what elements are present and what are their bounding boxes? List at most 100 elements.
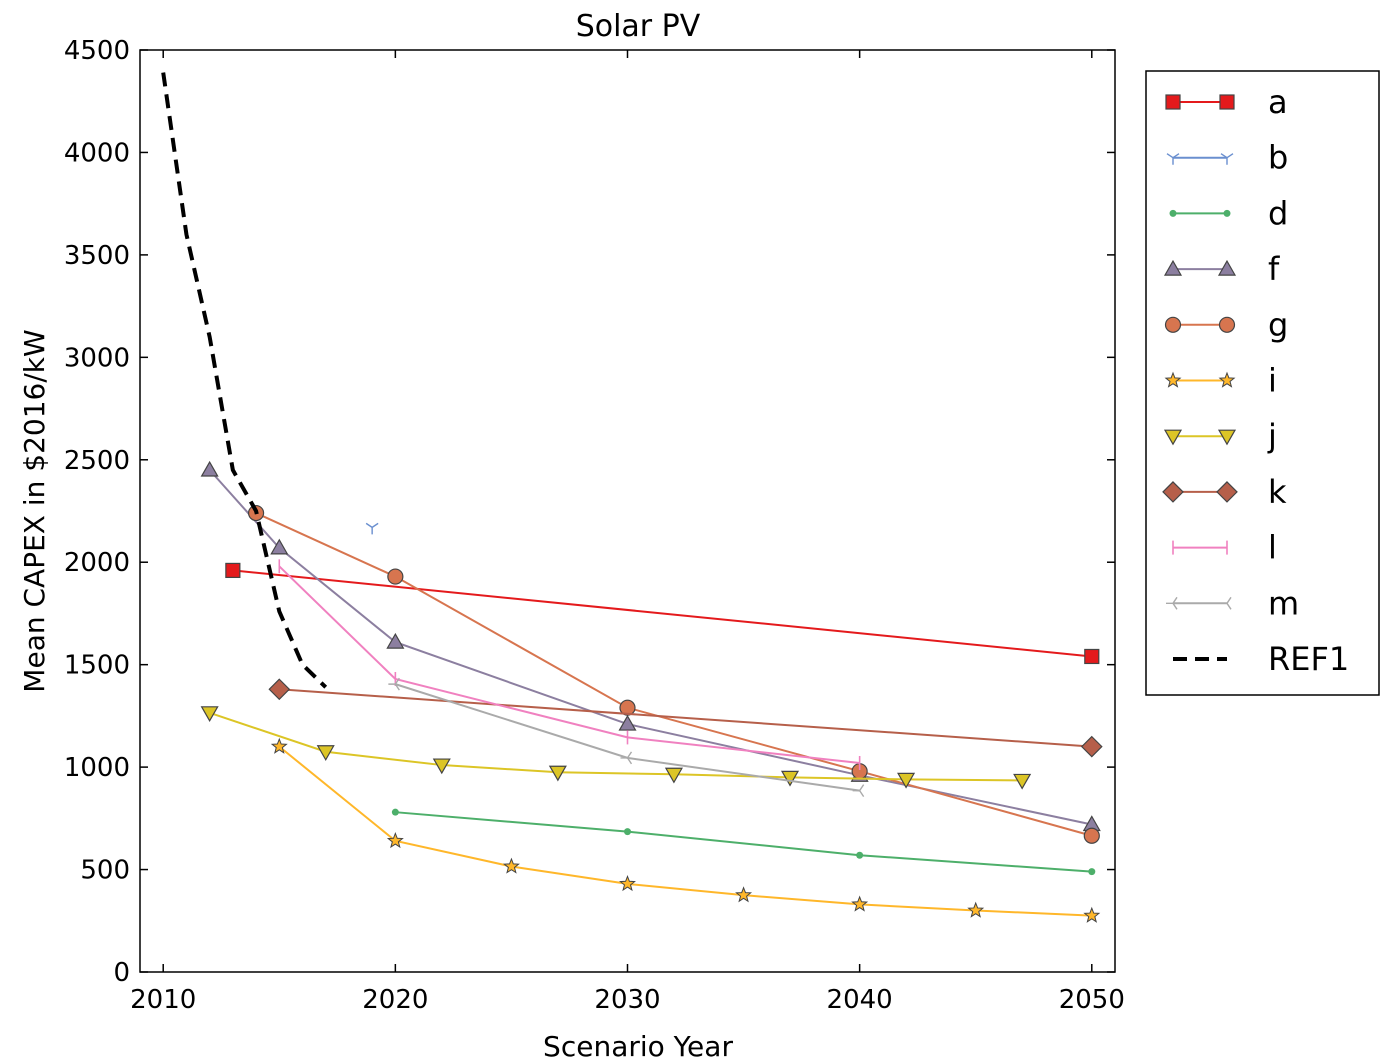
data-point-k — [1080, 735, 1103, 758]
data-point-f — [618, 714, 637, 731]
data-point-i — [967, 901, 985, 918]
data-point-i — [386, 831, 404, 849]
series-m — [388, 677, 865, 798]
data-point-f — [270, 538, 289, 555]
series-d — [391, 808, 1096, 876]
data-point-f — [386, 632, 405, 649]
y-tick-label: 4000 — [64, 138, 130, 168]
data-point-j — [548, 765, 567, 782]
series-b — [365, 522, 379, 535]
legend-entry-k: k — [1162, 473, 1287, 511]
legend-label: b — [1268, 139, 1288, 177]
legend-marker — [1166, 596, 1178, 610]
series-i — [270, 737, 1101, 923]
y-tick-label: 500 — [80, 856, 130, 886]
data-point-i — [735, 886, 753, 903]
legend-entry-b: b — [1166, 139, 1288, 177]
legend-label: REF1 — [1268, 640, 1349, 678]
data-point-i — [851, 895, 869, 912]
legend-marker — [1217, 259, 1237, 276]
series-line-a — [232, 569, 1092, 658]
y-axis: 0 500 1000 1500 2000 2500 3000 3500 4000 4500 — [64, 36, 1115, 988]
legend-label: g — [1268, 306, 1288, 344]
legend-marker — [1218, 316, 1236, 333]
legend-marker — [1216, 481, 1238, 503]
data-point-a — [225, 562, 241, 579]
series-f — [200, 460, 1101, 832]
legend-entry-a: a — [1165, 83, 1288, 121]
x-axis-title: Scenario Year — [543, 1030, 733, 1062]
legend-marker — [1163, 429, 1183, 446]
legend-label: a — [1268, 83, 1288, 121]
data-point-d — [624, 828, 631, 836]
legend-marker — [1165, 94, 1181, 110]
x-tick-label: 2020 — [362, 985, 428, 1015]
legend-marker — [1164, 316, 1182, 333]
chart-title: Solar PV — [576, 9, 701, 44]
legend-entry-g: g — [1164, 306, 1288, 344]
legend-entry-ref1: REF1 — [1173, 640, 1349, 678]
legend-marker — [1220, 153, 1234, 165]
data-point-d — [391, 808, 399, 816]
data-point-g — [1083, 827, 1100, 844]
legend-marker — [1166, 153, 1180, 165]
y-tick-label: 1000 — [64, 753, 130, 783]
legend-entry-i: i — [1164, 362, 1277, 400]
data-point-d — [856, 851, 864, 859]
data-point-a — [1084, 648, 1100, 665]
data-point-i — [1083, 906, 1101, 923]
legend-entry-j: j — [1163, 417, 1277, 455]
series-j — [200, 706, 1032, 790]
x-tick-label: 2010 — [130, 985, 196, 1015]
series-line-g — [255, 512, 1093, 837]
legend-marker — [1162, 481, 1184, 503]
data-point-b — [365, 522, 379, 535]
data-point-i — [502, 857, 520, 874]
data-point-g — [619, 699, 636, 716]
data-point-g — [387, 568, 404, 585]
data-point-i — [270, 737, 288, 754]
data-point-j — [432, 758, 451, 775]
y-tick-label: 3000 — [64, 343, 130, 373]
legend-marker — [1219, 94, 1235, 110]
series-k — [268, 678, 1103, 758]
y-tick-label: 3500 — [64, 241, 130, 271]
series-l — [278, 559, 861, 771]
data-point-j — [780, 770, 800, 787]
legend-marker — [1164, 371, 1182, 388]
y-axis-title: Mean CAPEX in $2016/kW — [18, 329, 51, 692]
data-point-j — [664, 767, 683, 784]
data-point-j — [897, 772, 916, 789]
y-tick-label: 2500 — [64, 446, 130, 476]
data-point-f — [200, 460, 219, 477]
y-tick-label: 2000 — [64, 548, 130, 578]
legend-marker — [1223, 209, 1231, 217]
x-tick-label: 2030 — [594, 985, 660, 1015]
legend-marker — [1220, 596, 1232, 610]
plot-area — [161, 72, 1103, 923]
legend-label: d — [1268, 194, 1288, 232]
legend-entry-l: l — [1172, 529, 1277, 567]
legend-label: l — [1268, 529, 1277, 567]
legend-label: i — [1268, 362, 1277, 400]
legend-label: f — [1268, 250, 1280, 288]
data-point-j — [200, 706, 219, 723]
data-point-m — [852, 784, 865, 798]
data-point-k — [268, 678, 291, 701]
x-axis: 2010 2020 2030 2040 2050 — [130, 50, 1125, 1015]
x-tick-label: 2040 — [827, 985, 893, 1015]
legend-marker — [1217, 429, 1237, 446]
series-line-j — [209, 711, 1023, 782]
y-tick-label: 4500 — [64, 36, 130, 66]
legend-marker — [1169, 209, 1177, 217]
series-line-f — [208, 469, 1092, 826]
data-point-d — [1088, 868, 1096, 876]
legend-entry-m: m — [1166, 584, 1299, 622]
legend-label: m — [1268, 584, 1299, 622]
data-point-i — [619, 875, 636, 892]
legend-entry-d: d — [1169, 194, 1288, 232]
legend-marker — [1218, 371, 1236, 388]
data-point-m — [388, 677, 400, 691]
x-tick-label: 2050 — [1059, 985, 1125, 1015]
